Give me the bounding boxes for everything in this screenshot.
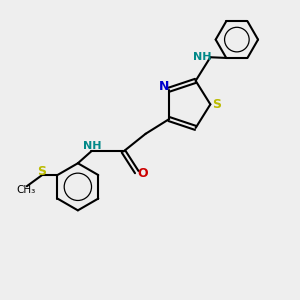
- Text: S: S: [212, 98, 221, 111]
- Text: O: O: [137, 167, 148, 180]
- Text: NH: NH: [193, 52, 212, 62]
- Text: N: N: [159, 80, 169, 93]
- Text: CH₃: CH₃: [16, 185, 36, 195]
- Text: S: S: [37, 165, 46, 178]
- Text: NH: NH: [83, 142, 102, 152]
